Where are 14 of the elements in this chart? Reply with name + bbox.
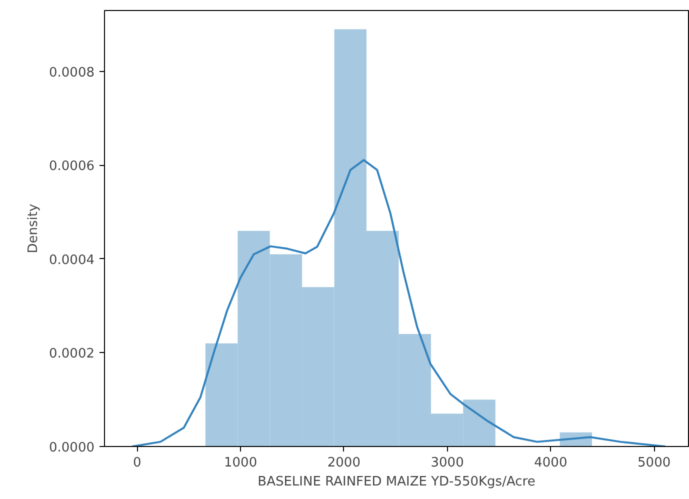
x-tick-label: 5000 xyxy=(638,456,671,470)
y-tick-label: 0.0006 xyxy=(49,159,95,174)
x-tick-label: 0 xyxy=(133,456,142,470)
y-tick-label: 0.0008 xyxy=(49,65,95,80)
y-tick-label: 0.0004 xyxy=(49,252,95,268)
y-axis-title: Density xyxy=(26,203,42,254)
y-tick-label: 0.0002 xyxy=(49,346,95,362)
y-tick-label: 0.0000 xyxy=(49,440,95,456)
line-series xyxy=(131,159,666,446)
x-tick-label: 2000 xyxy=(327,456,360,470)
x-tick-label: 3000 xyxy=(430,456,464,470)
x-tick-label: 4000 xyxy=(534,456,568,470)
x-axis-title: BASELINE RAINFED MAIZE YD-550Kgs/Acre xyxy=(258,474,536,490)
x-tick-label: 1000 xyxy=(224,456,258,470)
